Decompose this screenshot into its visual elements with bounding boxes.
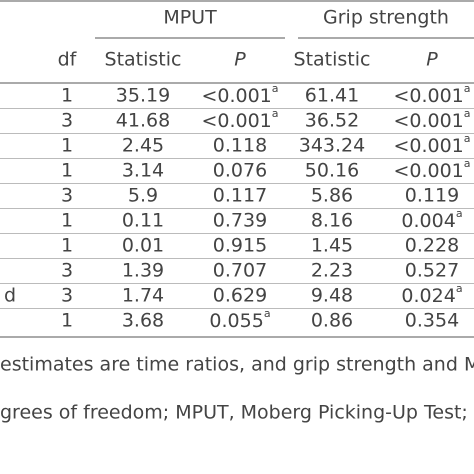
cell: 35.19 [116,85,170,107]
cell: 2.23 [311,260,353,282]
cell: 8.16 [311,210,353,232]
superscript: a [264,307,271,320]
cell: 3.14 [122,160,164,182]
column-header: P [426,49,438,71]
cell: 5.9 [128,185,158,207]
superscript: a [464,157,471,170]
cell: 343.24 [299,135,365,157]
cell: 0.86 [311,310,353,332]
cell-value: <0.001 [393,135,463,157]
footnote: estimates are time ratios, and grip stre… [0,354,474,376]
cell: 0.119 [405,185,459,207]
cell: <0.001a [201,82,278,107]
cell: 3 [61,185,73,207]
superscript: a [464,132,471,145]
cell-value: <0.001 [393,85,463,107]
cell: 0.228 [405,235,459,257]
cell: 0.354 [405,310,459,332]
column-header: Statistic [294,49,371,71]
superscript: a [272,82,279,95]
cell: 41.68 [116,110,170,132]
cell: 0.024a [401,282,462,307]
cell: 2.45 [122,135,164,157]
cell: 3 [61,110,73,132]
cell-value: <0.001 [393,110,463,132]
column-header: df [58,49,78,71]
cell: 61.41 [305,85,359,107]
cell: 3 [61,260,73,282]
column-header: Statistic [105,49,182,71]
column-header: P [234,49,246,71]
cell: 1 [61,85,73,107]
cell: 0.707 [213,260,267,282]
cell-value: 0.004 [401,210,455,232]
cell: 1 [61,210,73,232]
cell: <0.001a [393,132,470,157]
cell: 1 [61,135,73,157]
cell: 1.45 [311,235,353,257]
cell: 0.629 [213,285,267,307]
cell: 3.68 [122,310,164,332]
cell: 1 [61,235,73,257]
group-header: Grip strength [323,7,449,29]
row-label: d [4,285,16,307]
cell: <0.001a [393,157,470,182]
cell: <0.001a [393,82,470,107]
cell: 0.055a [209,307,270,332]
cell: 1.74 [122,285,164,307]
cell: <0.001a [201,107,278,132]
cell: 1.39 [122,260,164,282]
cell: 1 [61,310,73,332]
cell-value: <0.001 [393,160,463,182]
cell: 0.076 [213,160,267,182]
cell-value: <0.001 [201,85,271,107]
cell: 1 [61,160,73,182]
cell: 0.915 [213,235,267,257]
superscript: a [272,107,279,120]
superscript: a [464,107,471,120]
cell: 0.118 [213,135,267,157]
cell: 36.52 [305,110,359,132]
cell: 50.16 [305,160,359,182]
cell-value: 0.055 [209,310,263,332]
superscript: a [456,207,463,220]
superscript: a [464,82,471,95]
cell: 5.86 [311,185,353,207]
superscript: a [456,282,463,295]
cell: 0.11 [122,210,164,232]
cell: 0.739 [213,210,267,232]
cell-value: 0.024 [401,285,455,307]
cell-value: <0.001 [201,110,271,132]
cell: 9.48 [311,285,353,307]
cell: 0.527 [405,260,459,282]
footnote: grees of freedom; MPUT, Moberg Picking-U… [0,402,468,424]
cell: 0.117 [213,185,267,207]
cell: 0.004a [401,207,462,232]
cell: 3 [61,285,73,307]
cell: <0.001a [393,107,470,132]
group-header: MPUT [163,7,217,29]
cell: 0.01 [122,235,164,257]
